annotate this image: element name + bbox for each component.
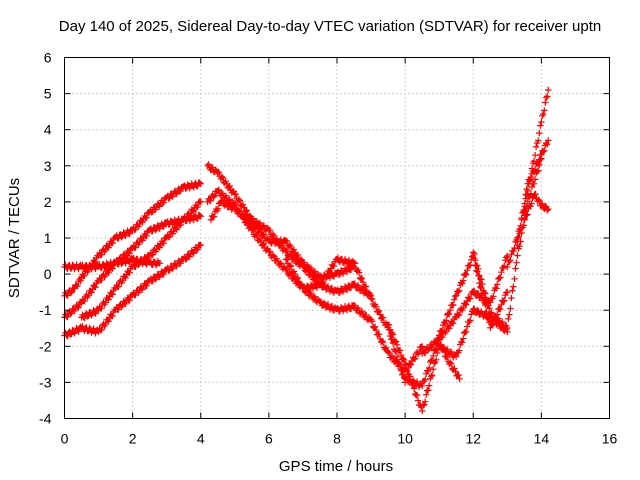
series-track-12 <box>419 334 463 382</box>
series-track-8 <box>207 197 358 282</box>
x-tick-label: 8 <box>333 431 341 447</box>
series-track-14 <box>470 155 545 332</box>
y-tick-label: 1 <box>44 230 52 246</box>
y-tick-label: -1 <box>39 302 52 318</box>
x-tick-label: 14 <box>534 431 550 447</box>
y-tick-label: 5 <box>44 86 52 102</box>
series-point-markers <box>207 197 358 282</box>
series-track-5 <box>78 198 204 322</box>
series-point-markers <box>419 334 463 382</box>
series-point-markers <box>78 198 204 322</box>
x-tick-label: 0 <box>61 431 69 447</box>
series-track-17 <box>521 190 552 224</box>
series-point-markers <box>61 179 204 299</box>
y-tick-label: 4 <box>44 122 52 138</box>
y-tick-label: -3 <box>39 374 52 390</box>
data-series <box>61 86 552 415</box>
series-point-markers <box>470 155 545 332</box>
x-tick-label: 6 <box>265 431 273 447</box>
y-tick-label: 6 <box>44 50 52 66</box>
chart-title: Day 140 of 2025, Sidereal Day-to-day VTE… <box>59 18 601 35</box>
series-track-16 <box>514 137 552 249</box>
y-tick-label: -2 <box>39 338 52 354</box>
x-tick-label: 4 <box>197 431 205 447</box>
series-point-markers <box>521 190 552 224</box>
y-tick-label: 2 <box>44 194 52 210</box>
x-tick-label: 16 <box>602 431 618 447</box>
x-axis-label: GPS time / hours <box>279 458 393 475</box>
x-tick-label: 10 <box>397 431 413 447</box>
series-point-markers <box>514 137 552 249</box>
series-point-markers <box>504 86 552 271</box>
y-tick-label: 0 <box>44 266 52 282</box>
y-tick-label: 3 <box>44 158 52 174</box>
y-axis-label: SDTVAR / TECUs <box>6 178 23 298</box>
series-track-9 <box>282 254 409 386</box>
x-tick-label: 12 <box>465 431 481 447</box>
y-tick-label: -4 <box>39 411 52 427</box>
series-track-1 <box>61 179 204 299</box>
series-point-markers <box>282 254 409 386</box>
x-tick-label: 2 <box>129 431 137 447</box>
series-track-15 <box>504 86 552 271</box>
